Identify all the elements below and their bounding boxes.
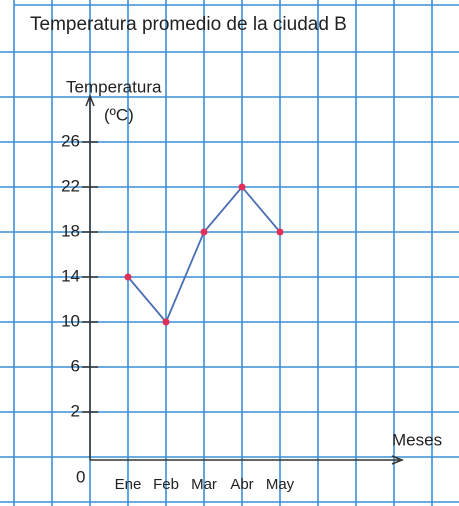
- data-point: [200, 228, 208, 236]
- origin-label: 0: [76, 467, 85, 486]
- y-tick-label: 10: [61, 311, 80, 330]
- y-tick-label: 14: [61, 266, 80, 285]
- x-axis-arrow: [391, 455, 405, 465]
- y-axis-label: Temperatura: [66, 77, 162, 96]
- y-tick-label: 26: [61, 131, 80, 150]
- y-axis-unit: (ºC): [104, 105, 134, 124]
- data-point: [162, 318, 170, 326]
- x-tick-label: Ene: [115, 476, 142, 493]
- x-tick-label: Mar: [191, 476, 217, 493]
- y-tick-label: 22: [61, 176, 80, 195]
- data-point: [238, 183, 246, 191]
- x-tick-label: Abr: [230, 476, 253, 493]
- y-tick-label: 18: [61, 221, 80, 240]
- y-axis-arrow: [85, 93, 95, 107]
- y-tick-label: 2: [71, 401, 80, 420]
- x-axis-label: Meses: [392, 430, 442, 449]
- x-tick-label: May: [266, 476, 295, 493]
- x-tick-label: Feb: [153, 476, 179, 493]
- chart-title: Temperatura promedio de la ciudad B: [30, 14, 347, 35]
- data-point: [124, 273, 132, 281]
- data-point: [276, 228, 284, 236]
- y-tick-label: 6: [71, 356, 80, 375]
